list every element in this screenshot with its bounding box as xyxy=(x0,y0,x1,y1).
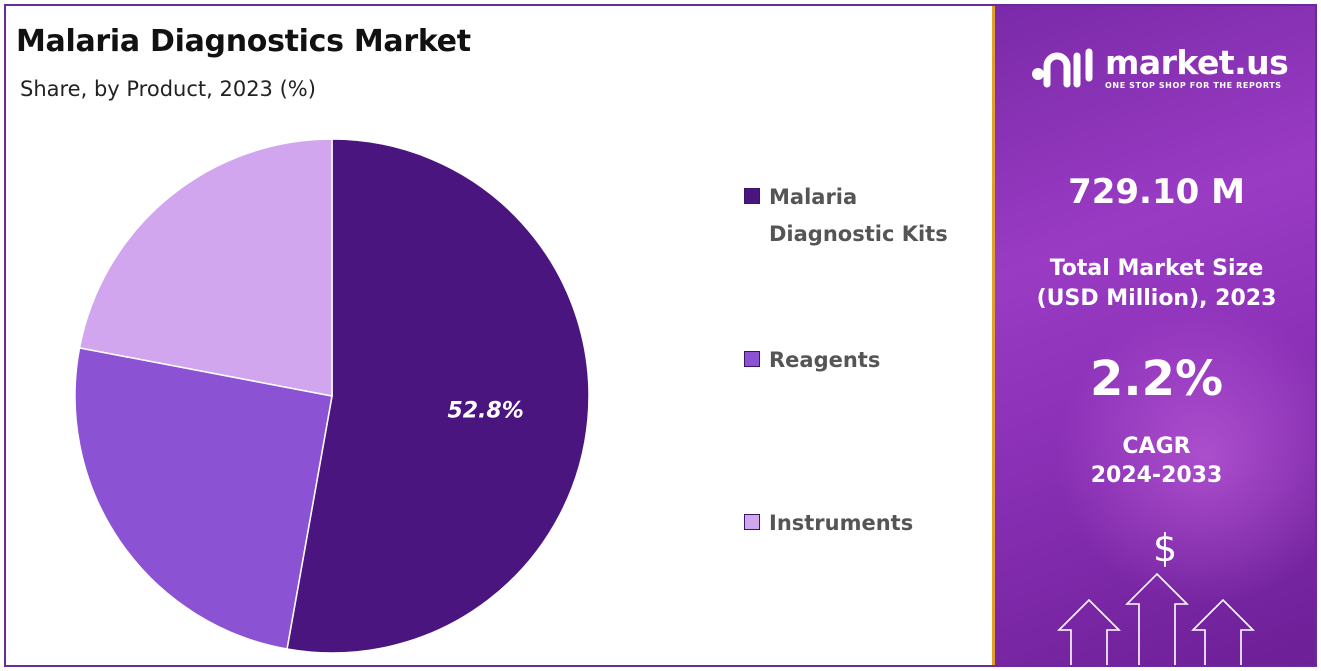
brand-name: market.us xyxy=(1105,46,1288,80)
market-size-label: Total Market Size xyxy=(995,254,1315,284)
chart-area: Malaria Diagnostics Market Share, by Pro… xyxy=(6,6,990,665)
legend-item-instruments: Instruments xyxy=(744,508,979,542)
brand-logo: market.us ONE STOP SHOP FOR THE REPORTS xyxy=(1031,44,1288,92)
chart-frame: Malaria Diagnostics Market Share, by Pro… xyxy=(4,4,1317,667)
legend-label: Reagents xyxy=(769,342,979,379)
legend-swatch xyxy=(744,514,760,530)
legend-item-diagnostic-kits: Malaria Diagnostic Kits xyxy=(744,182,979,253)
legend-label: Malaria xyxy=(769,179,979,216)
dollar-icon: $ xyxy=(1153,526,1177,570)
summary-panel: market.us ONE STOP SHOP FOR THE REPORTS … xyxy=(992,6,1315,665)
cagr-value: 2.2% xyxy=(995,351,1315,407)
legend-swatch xyxy=(744,351,760,367)
pie-slice-reagents xyxy=(75,348,332,649)
legend-label: Instruments xyxy=(769,505,979,542)
market-size-value: 729.10 M xyxy=(995,172,1315,212)
market-size-label-line2: (USD Million), 2023 xyxy=(995,284,1315,314)
legend-item-reagents: Reagents xyxy=(744,345,979,379)
growth-arrows-icon xyxy=(1057,568,1257,665)
pie-chart: 52.8% xyxy=(6,6,990,665)
cagr-period-label: 2024-2033 xyxy=(995,461,1315,491)
market-us-logo-icon xyxy=(1031,44,1097,92)
data-label-diagnostic-kits: 52.8% xyxy=(447,399,523,424)
cagr-label: CAGR xyxy=(995,432,1315,462)
brand-tagline: ONE STOP SHOP FOR THE REPORTS xyxy=(1105,81,1288,90)
legend-swatch xyxy=(744,188,760,204)
legend-label-line2: Diagnostic Kits xyxy=(769,216,979,253)
